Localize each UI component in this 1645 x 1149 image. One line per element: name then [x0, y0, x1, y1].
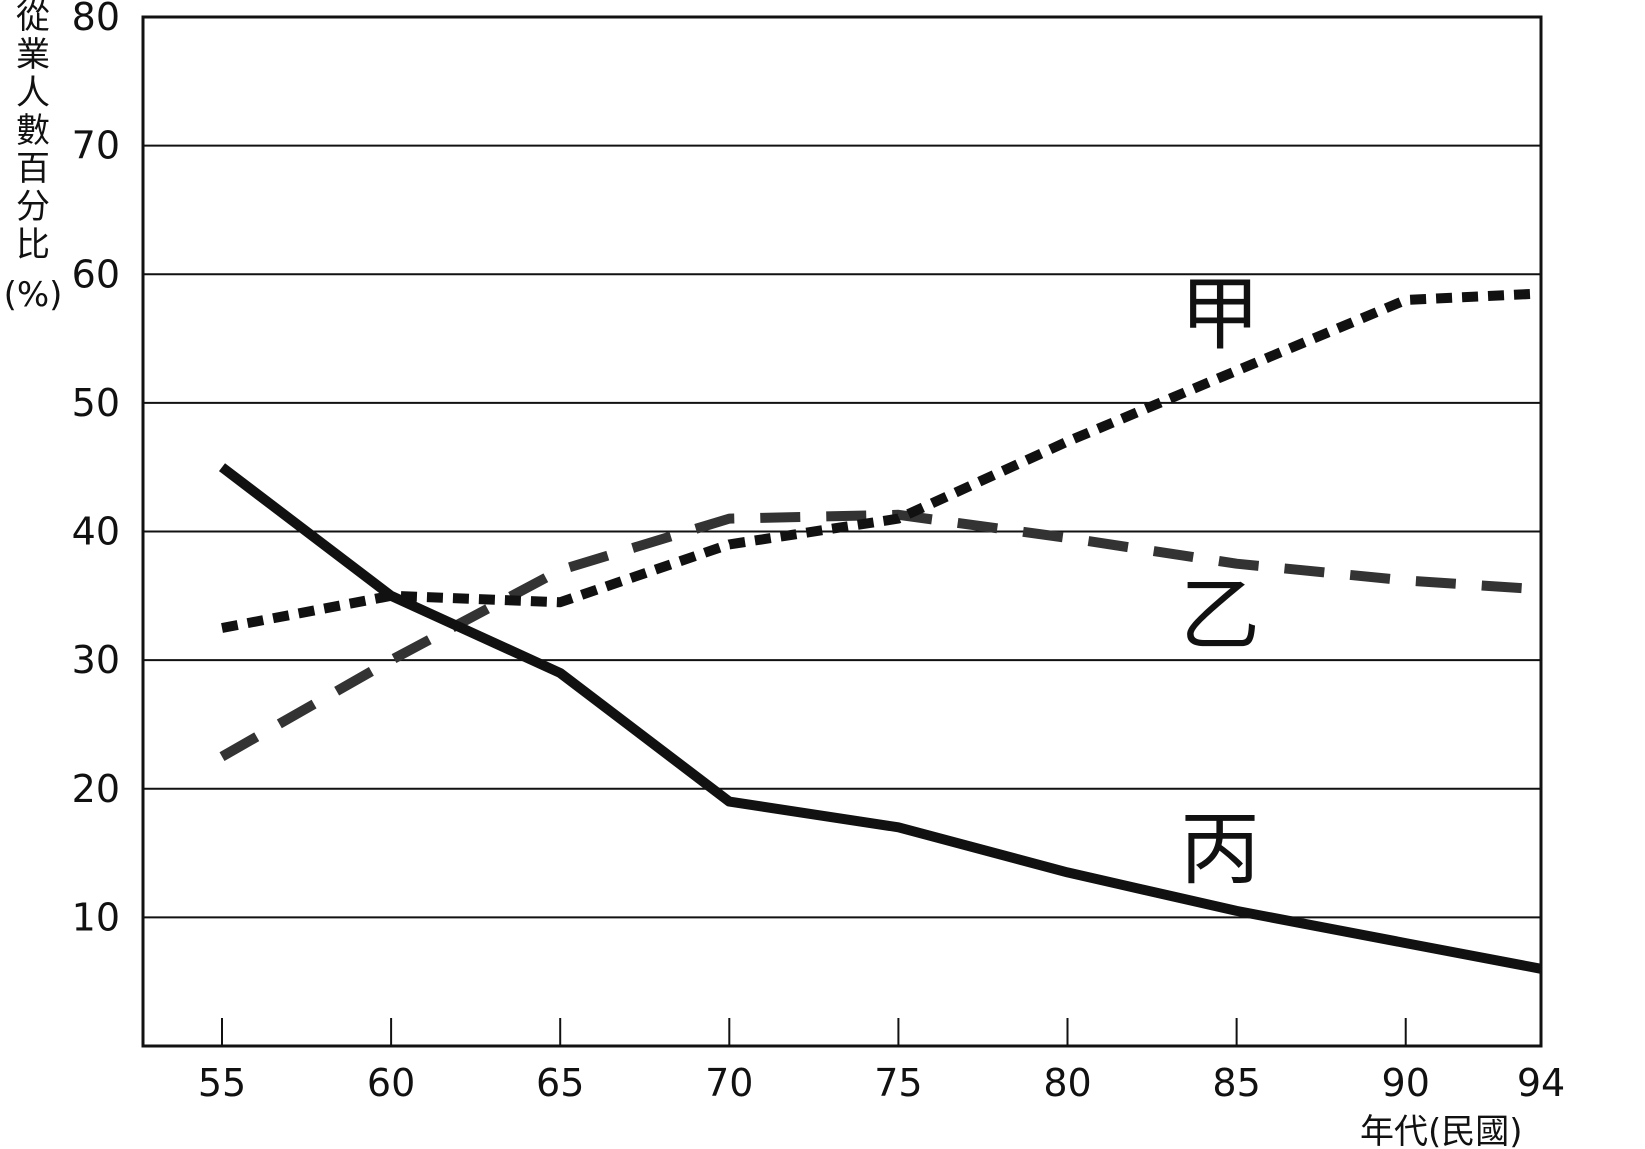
x-tick-label: 55: [198, 1061, 246, 1105]
x-axis: 55 60 65 70 75 80 85 90 94: [198, 1018, 1565, 1105]
y-axis: 10 20 30 40 50 60 70 80: [72, 0, 120, 939]
series-lines: [218, 288, 1542, 974]
y-axis-title-char: 百: [16, 149, 50, 189]
x-tick-label: 80: [1043, 1061, 1091, 1105]
x-tick-label: 75: [874, 1061, 922, 1105]
series-line-乙: [219, 509, 1542, 761]
y-tick-label: 50: [72, 381, 120, 425]
x-tick-label: 90: [1382, 1061, 1430, 1105]
y-tick-label: 40: [72, 510, 120, 554]
y-tick-label: 10: [72, 895, 120, 939]
series-line-丙: [218, 463, 1542, 974]
y-tick-label: 80: [72, 0, 120, 39]
y-axis-title-char: 數: [16, 111, 50, 151]
y-axis-title-char: 人: [16, 73, 50, 113]
y-tick-label: 30: [72, 638, 120, 682]
x-axis-title: 年代(民國): [1360, 1112, 1523, 1149]
y-axis-title-unit: (%): [4, 275, 63, 315]
series-label: 乙: [1180, 569, 1260, 662]
series-label: 丙: [1180, 803, 1260, 896]
y-tick-label: 60: [72, 252, 120, 296]
series-line-甲: [221, 288, 1542, 633]
series-label: 甲: [1180, 268, 1260, 361]
plot-frame: [141, 15, 1543, 1048]
y-tick-label: 70: [72, 124, 120, 168]
x-tick-label: 65: [536, 1061, 584, 1105]
y-axis-title-char: 分: [16, 187, 50, 227]
x-tick-label: 85: [1212, 1061, 1260, 1105]
grid-lines: [143, 144, 1541, 919]
series-labels: 甲乙丙: [1180, 268, 1260, 896]
y-axis-title-char: 從: [16, 0, 50, 37]
y-axis-title-char: 比: [16, 225, 50, 265]
x-tick-label: 60: [367, 1061, 415, 1105]
x-tick-label: 70: [705, 1061, 753, 1105]
y-tick-label: 20: [72, 767, 120, 811]
y-axis-title-char: 業: [16, 35, 50, 75]
x-tick-label: 94: [1517, 1061, 1565, 1105]
